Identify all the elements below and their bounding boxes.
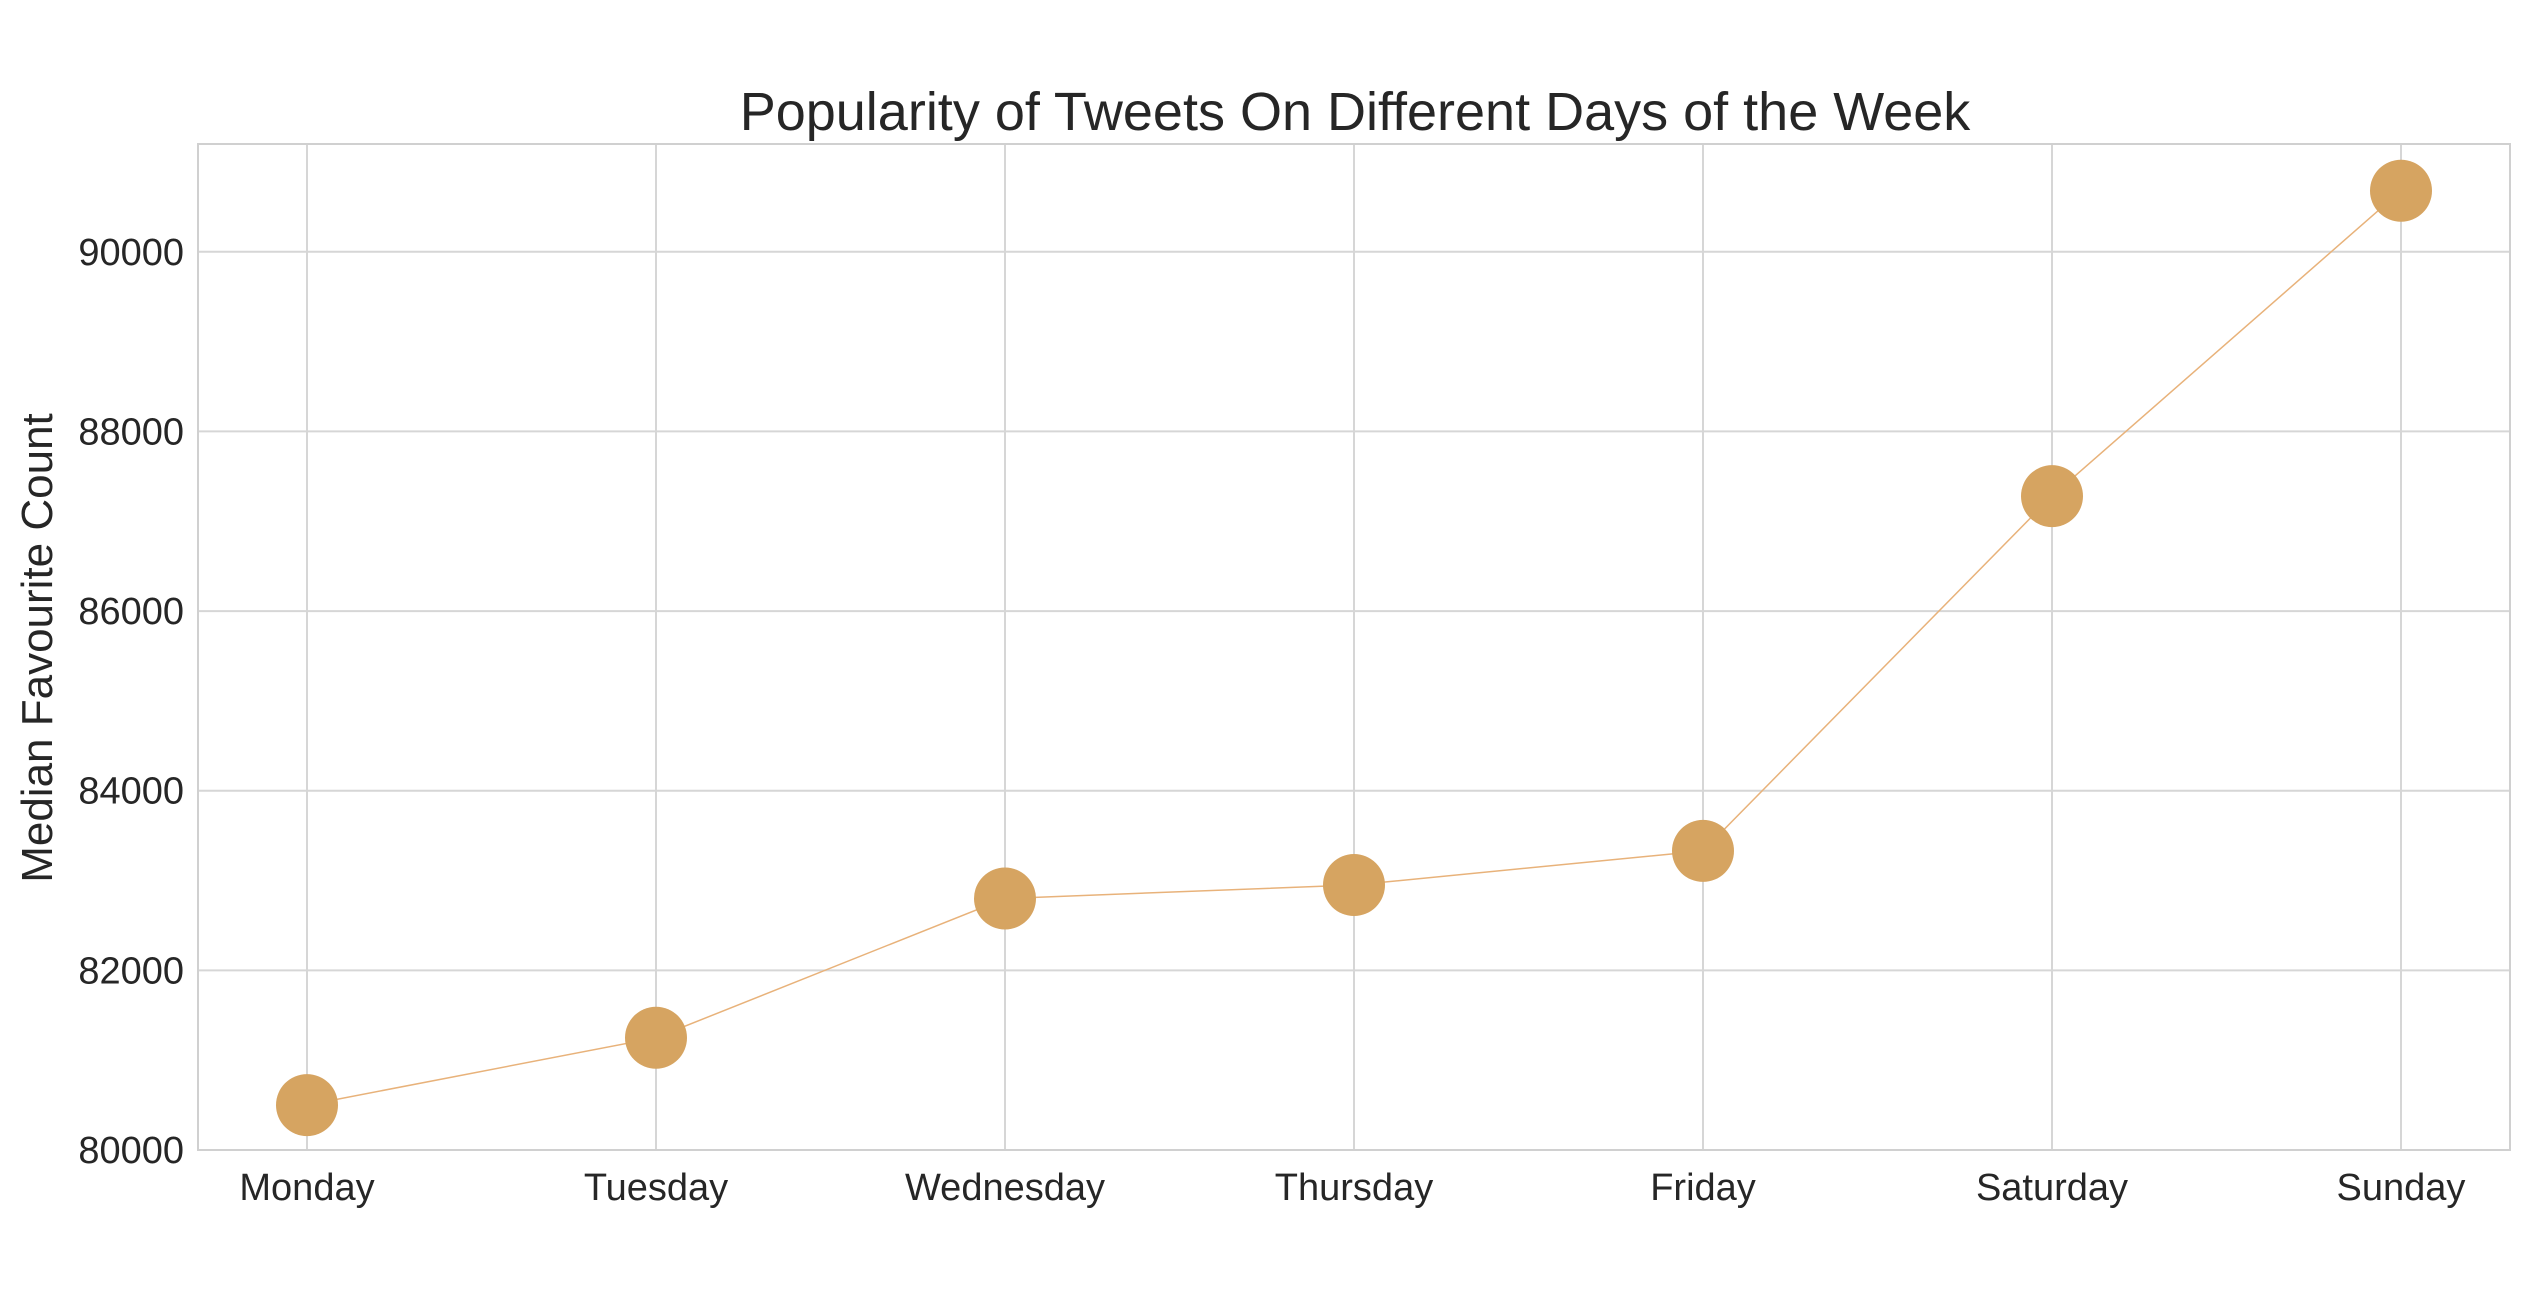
y-tick-label: 86000 bbox=[78, 591, 184, 633]
series-group bbox=[276, 159, 2432, 1137]
y-axis-ticks: 80000 82000 84000 86000 88000 90000 bbox=[78, 232, 184, 1172]
x-axis-ticks: Monday Tuesday Wednesday Thursday Friday Satu… bbox=[239, 1167, 2465, 1209]
data-point-thursday bbox=[1323, 854, 1385, 917]
x-tick-label: Wednesday bbox=[905, 1167, 1105, 1209]
data-point-saturday bbox=[2021, 465, 2083, 528]
x-tick-label: Friday bbox=[1650, 1167, 1756, 1209]
x-tick-label: Thursday bbox=[1275, 1167, 1433, 1209]
y-tick-label: 82000 bbox=[78, 950, 184, 992]
x-tick-label: Monday bbox=[239, 1167, 374, 1209]
x-tick-label: Tuesday bbox=[584, 1167, 728, 1209]
data-point-friday bbox=[1672, 819, 1734, 882]
y-tick-label: 90000 bbox=[78, 232, 184, 274]
data-point-wednesday bbox=[974, 867, 1036, 930]
y-axis-label: Median Favourite Count bbox=[13, 413, 62, 883]
x-tick-label: Sunday bbox=[2337, 1167, 2466, 1209]
y-tick-label: 88000 bbox=[78, 411, 184, 453]
data-point-sunday bbox=[2370, 159, 2432, 222]
grid-lines bbox=[198, 144, 2510, 1150]
chart-title: Popularity of Tweets On Different Days o… bbox=[740, 82, 1972, 142]
y-tick-label: 80000 bbox=[78, 1130, 184, 1172]
y-tick-label: 84000 bbox=[78, 771, 184, 813]
plot-area-frame bbox=[197, 143, 2511, 1151]
data-point-tuesday bbox=[625, 1006, 687, 1069]
x-tick-label: Saturday bbox=[1976, 1167, 2128, 1209]
data-point-monday bbox=[276, 1074, 338, 1137]
